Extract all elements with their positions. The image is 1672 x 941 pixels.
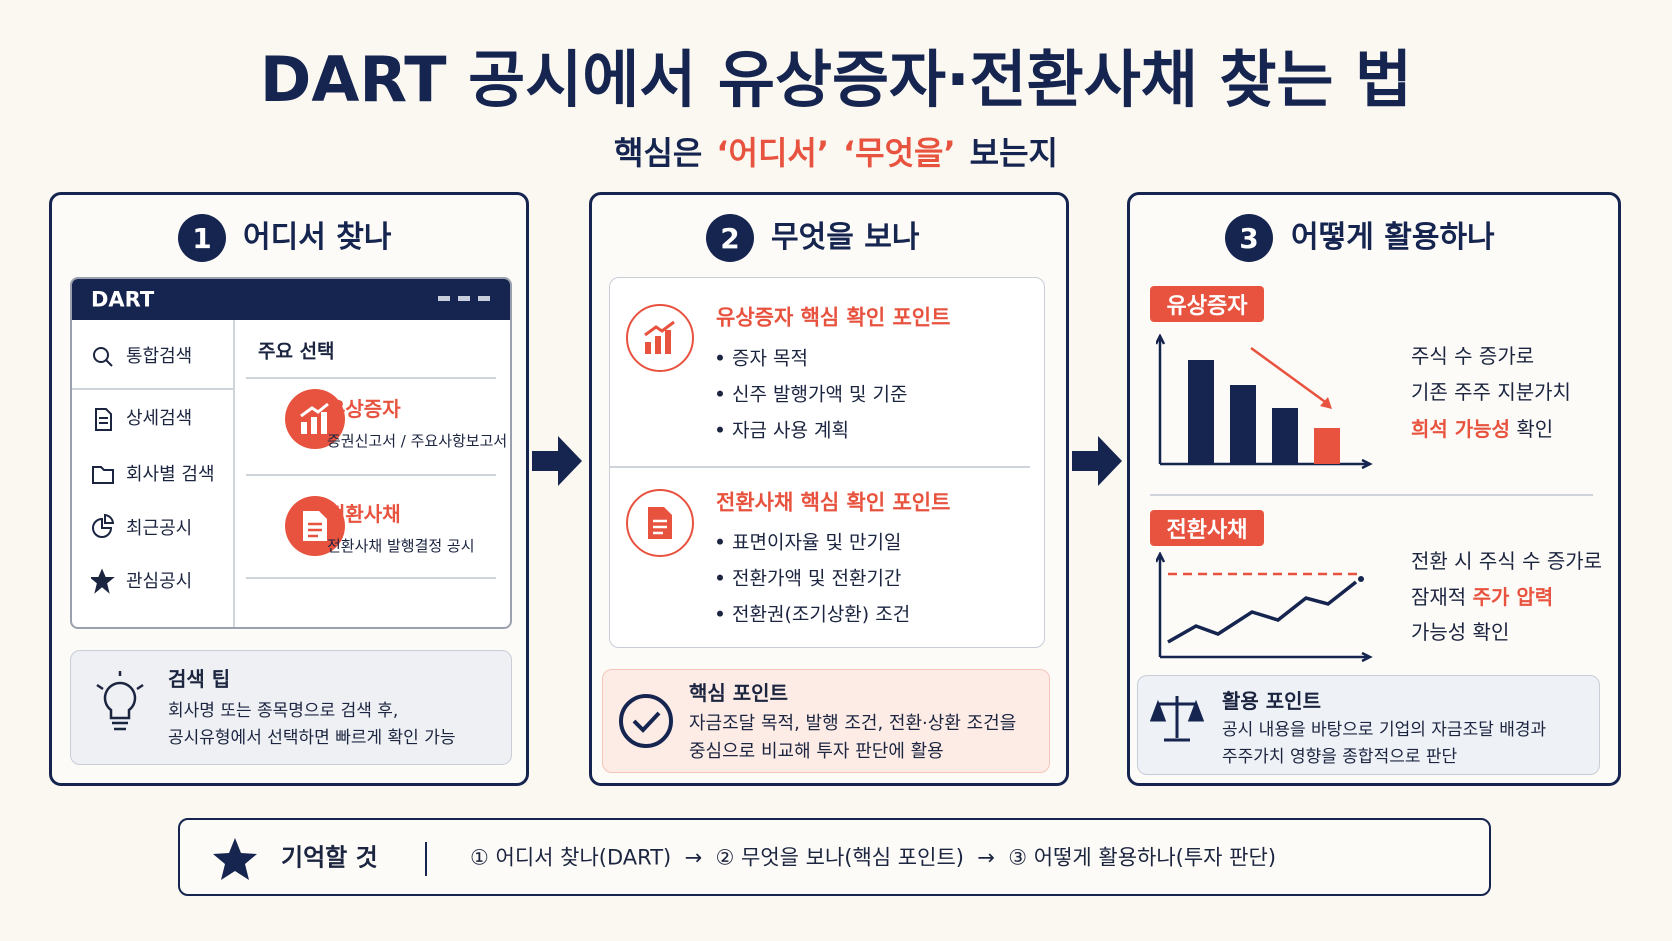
flow-arrow: [532, 436, 582, 486]
text: 가능성 확인: [1411, 620, 1510, 644]
sidebar-separator: [72, 388, 233, 390]
item-name: 전환사채: [327, 502, 401, 526]
subtitle-highlight: ‘무엇을’: [843, 134, 956, 172]
panel-heading: 어디서 찾나: [243, 220, 392, 255]
case-line: 가능성 확인: [1411, 620, 1509, 644]
section-icon: [626, 304, 694, 372]
sidebar-icons: [91, 347, 115, 594]
bullet: 증자 목적: [717, 348, 808, 371]
panel-where: 1 어디서 찾나 DART 통합검색 상세검색 회사별 검색 최근공시 관심공시…: [49, 192, 529, 786]
subtitle-highlight: ‘어디서’: [716, 134, 829, 172]
case-line: 주식 수 증가로: [1411, 344, 1534, 368]
step-number: 1: [178, 214, 226, 262]
footer-flow: ① 어디서 찾나(DART) → ② 무엇을 보나(핵심 포인트) → ③ 어떻…: [470, 845, 1277, 870]
usage-title: 활용 포인트: [1222, 689, 1321, 713]
key-title: 핵심 포인트: [689, 681, 788, 705]
text: 잠재적: [1411, 585, 1473, 609]
flow-arrow: [1072, 436, 1122, 486]
footer-box: 기억할 것 ① 어디서 찾나(DART) → ② 무엇을 보나(핵심 포인트) …: [178, 818, 1491, 896]
case-tag: 유상증자: [1150, 286, 1264, 322]
case-line: 희석 가능성 확인: [1411, 417, 1553, 441]
key-line: 자금조달 목적, 발행 조건, 전환·상환 조건을: [689, 713, 1017, 735]
usage-box: 활용 포인트 공시 내용을 바탕으로 기업의 자금조달 배경과 주주가치 영향을…: [1137, 675, 1600, 775]
item-desc: 전환사채 발행결정 공시: [327, 537, 475, 555]
sidebar-item: 회사별 검색: [126, 464, 215, 486]
case-line: 기존 주주 지분가치: [1411, 380, 1571, 404]
key-line: 중심으로 비교해 투자 판단에 활용: [689, 741, 944, 763]
key-box: 핵심 포인트 자금조달 목적, 발행 조건, 전환·상환 조건을 중심으로 비교…: [602, 669, 1050, 773]
panel-what: 2 무엇을 보나 유상증자 핵심 확인 포인트 증자 목적 신주 발행가액 및 …: [589, 192, 1069, 786]
text: 확인: [1509, 417, 1554, 441]
bullet: 신주 발행가액 및 기준: [717, 384, 907, 407]
dilution-illustration: [1156, 334, 1373, 469]
footer-divider: [425, 842, 427, 876]
sidebar-item: 최근공시: [126, 518, 193, 540]
item-icon: [285, 389, 345, 449]
bullet: 전환가액 및 전환기간: [717, 568, 901, 591]
usage-line: 공시 내용을 바탕으로 기업의 자금조달 배경과: [1222, 719, 1547, 740]
divider: [246, 377, 496, 379]
text: 주식 수 증가로: [1411, 344, 1535, 368]
case-tag: 전환사채: [1150, 510, 1264, 546]
step-number: 2: [706, 214, 754, 262]
divider: [246, 474, 496, 476]
bullet: 자금 사용 계획: [717, 420, 849, 443]
section-icon: [626, 489, 694, 557]
panel-heading: 어떻게 활용하나: [1291, 220, 1495, 255]
bullet: 전환권(조기상환) 조건: [717, 604, 910, 627]
text: 주가 압력: [1472, 585, 1554, 609]
pressure-illustration: [1156, 552, 1373, 662]
check-icon: [619, 694, 673, 748]
bulb-icon: [96, 671, 144, 731]
tip-box: 검색 팁 회사명 또는 종목명으로 검색 후, 공시유형에서 선택하면 빠르게 …: [70, 650, 512, 765]
case-line: 전환 시 주식 수 증가로: [1411, 549, 1602, 573]
tip-line: 공시유형에서 선택하면 빠르게 확인 가능: [168, 727, 456, 748]
growth-icon: [644, 320, 675, 354]
window-dots: [438, 296, 490, 301]
divider: [610, 466, 1030, 468]
main-title: 주요 선택: [258, 340, 335, 363]
item-name: 유상증자: [327, 397, 401, 421]
title: DART 공시에서 유상증자·전환사채 찾는 법: [259, 42, 1413, 116]
sidebar-item: 통합검색: [126, 346, 193, 368]
sidebar-item: 관심공시: [126, 571, 193, 593]
sidebar-divider: [233, 320, 235, 627]
case-line: 잠재적 주가 압력: [1411, 585, 1553, 609]
subtitle: 핵심은 ‘어디서’ ‘무엇을’ 보는지: [0, 128, 1672, 174]
document-icon: [648, 507, 672, 539]
text: 전환 시 주식 수 증가로: [1411, 549, 1603, 573]
panel-how: 3 어떻게 활용하나 유상증자 주식 수 증가로 기존 주주 지분가치 희석 가…: [1127, 192, 1621, 786]
tip-line: 회사명 또는 종목명으로 검색 후,: [168, 700, 399, 721]
section-title: 유상증자 핵심 확인 포인트: [716, 305, 951, 330]
item-desc: 증권신고서 / 주요사항보고서: [327, 432, 508, 450]
document-icon: [303, 511, 327, 541]
subtitle-text: 보는지: [969, 134, 1058, 172]
app-window: DART 통합검색 상세검색 회사별 검색 최근공시 관심공시 주요 선택 유상…: [70, 277, 512, 629]
tip-title: 검색 팁: [168, 667, 231, 691]
app-titlebar: [72, 279, 510, 320]
divider: [246, 577, 496, 579]
item-icon: [285, 496, 345, 556]
panel-heading: 무엇을 보나: [771, 220, 920, 255]
text: 기존 주주 지분가치: [1411, 380, 1571, 404]
usage-line: 주주가치 영향을 종합적으로 판단: [1222, 746, 1458, 767]
points-box: 유상증자 핵심 확인 포인트 증자 목적 신주 발행가액 및 기준 자금 사용 …: [609, 277, 1045, 648]
growth-icon: [300, 402, 329, 434]
subtitle-text: 핵심은: [614, 134, 703, 172]
app-brand: DART: [91, 287, 155, 312]
divider: [1150, 494, 1593, 496]
footer-title: 기억할 것: [281, 843, 378, 872]
star-icon: [213, 838, 257, 880]
text: 희석 가능성: [1411, 417, 1510, 441]
bullet: 표면이자율 및 만기일: [717, 532, 901, 555]
sidebar-item: 상세검색: [126, 408, 193, 430]
section-title: 전환사채 핵심 확인 포인트: [716, 490, 951, 515]
scale-icon: [1150, 696, 1204, 742]
step-number: 3: [1225, 214, 1273, 262]
